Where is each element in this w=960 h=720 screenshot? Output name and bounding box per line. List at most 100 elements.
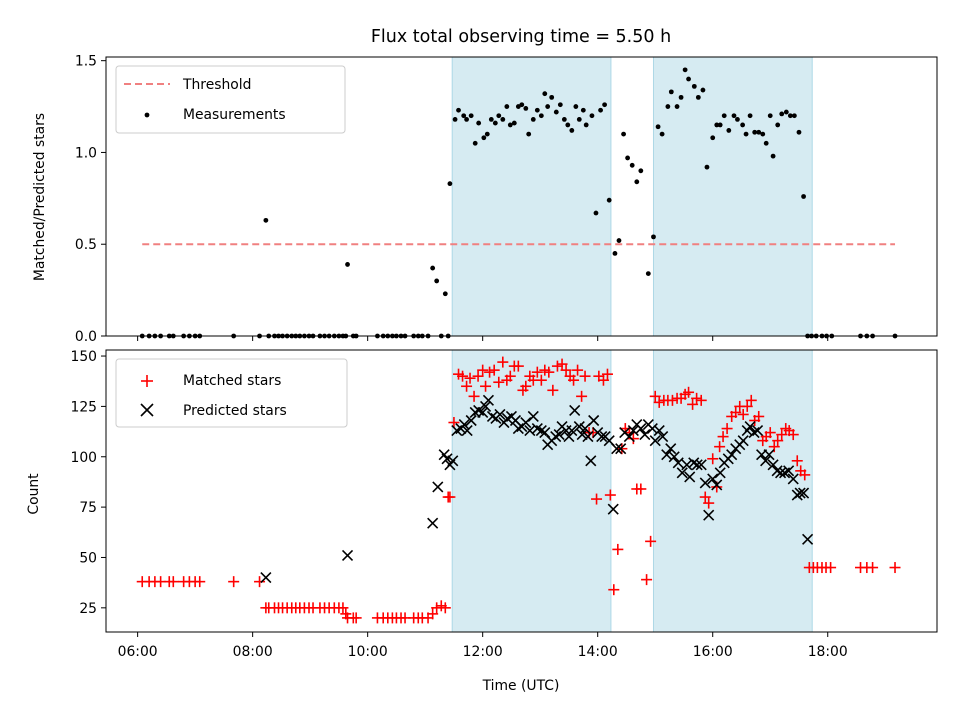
predicted-star-point <box>520 416 532 429</box>
matched-star-point <box>699 491 711 503</box>
measurement-point <box>430 265 436 271</box>
x-tick-label: 14:00 <box>578 644 618 660</box>
matched-star-point <box>741 400 753 412</box>
observing-interval-band <box>451 349 612 633</box>
measurement-point <box>655 124 661 130</box>
matched-star-point <box>799 469 811 481</box>
measurement-point <box>583 122 589 128</box>
measurement-point <box>735 117 740 122</box>
predicted-star-point <box>802 533 814 545</box>
matched-star-point <box>653 396 665 408</box>
measurement-point <box>606 197 612 203</box>
matched-star-point <box>776 429 788 441</box>
top-legend-box <box>115 65 346 134</box>
bottom-legend: Matched stars Predicted stars <box>115 358 348 428</box>
matched-star-point <box>497 356 509 368</box>
predicted-star-point <box>627 425 639 437</box>
matched-star-point <box>616 443 628 455</box>
matched-star-point <box>572 364 584 376</box>
predicted-star-point <box>566 425 578 437</box>
predicted-star-point <box>646 422 658 435</box>
measurement-point <box>452 117 458 122</box>
measurement-point <box>612 251 618 256</box>
measurement-point <box>434 278 440 284</box>
measurement-point <box>526 131 532 137</box>
predicted-star-point <box>427 517 439 529</box>
predicted-star-point <box>794 487 806 499</box>
measurement-point <box>678 94 684 100</box>
measurement-point <box>704 164 710 170</box>
predicted-star-point <box>553 429 565 441</box>
measurement-point <box>523 105 529 111</box>
measurement-point <box>700 87 706 93</box>
bottom-y-axis-label: Count <box>26 473 42 515</box>
matched-star-point <box>597 374 609 386</box>
measurement-point <box>726 128 732 133</box>
measurement-point <box>593 210 599 216</box>
bottom-y-tick-label: 100 <box>70 450 97 466</box>
predicted-star-point <box>752 425 764 437</box>
matched-star-point <box>764 427 776 439</box>
predicted-stars-series <box>260 394 814 584</box>
predicted-star-point <box>703 509 715 521</box>
x-tick-label: 16:00 <box>693 644 733 660</box>
top-y-tick-label: 1.5 <box>75 54 97 70</box>
matched-star-point <box>457 370 469 382</box>
matched-star-point <box>608 584 620 596</box>
bottom-y-tick-label: 125 <box>70 399 97 415</box>
bottom-y-tick-label: 50 <box>79 550 97 566</box>
measurement-point <box>743 131 749 137</box>
measurement-point <box>638 168 644 174</box>
matched-star-point <box>560 364 572 376</box>
matched-star-point <box>772 435 784 447</box>
measurement-point <box>456 107 461 113</box>
bottom-y-ticks: 25 50 75 100 125 150 <box>70 349 106 617</box>
measurement-point <box>602 102 607 108</box>
measurement-point <box>557 102 563 108</box>
matched-star-point <box>591 493 603 505</box>
matched-star-point <box>350 612 362 624</box>
matched-star-point <box>687 398 699 410</box>
matched-star-point <box>531 366 543 378</box>
matched-star-point <box>889 562 901 574</box>
predicted-star-point <box>550 431 562 443</box>
predicted-star-point <box>465 414 477 427</box>
matched-star-point <box>512 360 524 372</box>
bottom-y-tick-label: 150 <box>70 349 97 365</box>
measurement-point <box>616 238 622 243</box>
matched-star-point <box>666 394 678 406</box>
measurement-point <box>710 135 716 141</box>
matched-star-point <box>604 489 616 501</box>
predicted-star-point <box>579 422 591 435</box>
matched-star-point <box>194 576 206 588</box>
measurement-point <box>779 111 785 117</box>
matched-star-point <box>649 390 661 402</box>
measurement-point <box>496 113 502 119</box>
measurement-point <box>801 194 806 199</box>
matched-star-point <box>721 423 733 435</box>
measurement-point <box>645 271 651 276</box>
predicted-star-point <box>486 410 499 423</box>
predicted-star-point <box>691 459 703 471</box>
matched-star-point <box>612 543 624 555</box>
matched-star-point <box>703 497 715 509</box>
measurement-point <box>345 262 350 267</box>
measurement-point <box>783 109 789 115</box>
x-axis-label: Time (UTC) <box>482 678 560 694</box>
top-x-ticks <box>137 336 829 341</box>
matched-star-point <box>737 408 749 420</box>
predicted-star-point <box>726 449 738 461</box>
matched-star-point <box>488 364 500 376</box>
predicted-star-point <box>707 473 719 485</box>
measurement-point <box>695 94 701 100</box>
measurement-point <box>576 117 582 122</box>
predicted-star-point <box>639 429 651 441</box>
bottom-y-tick-label: 75 <box>79 500 97 516</box>
measurement-point <box>740 122 746 128</box>
measurement-point <box>488 117 494 122</box>
measurement-point <box>752 129 758 135</box>
measurement-point <box>534 107 540 113</box>
predicted-legend-label: Predicted stars <box>183 403 287 419</box>
matched-star-point <box>427 608 439 620</box>
predicted-star-point <box>684 471 696 483</box>
